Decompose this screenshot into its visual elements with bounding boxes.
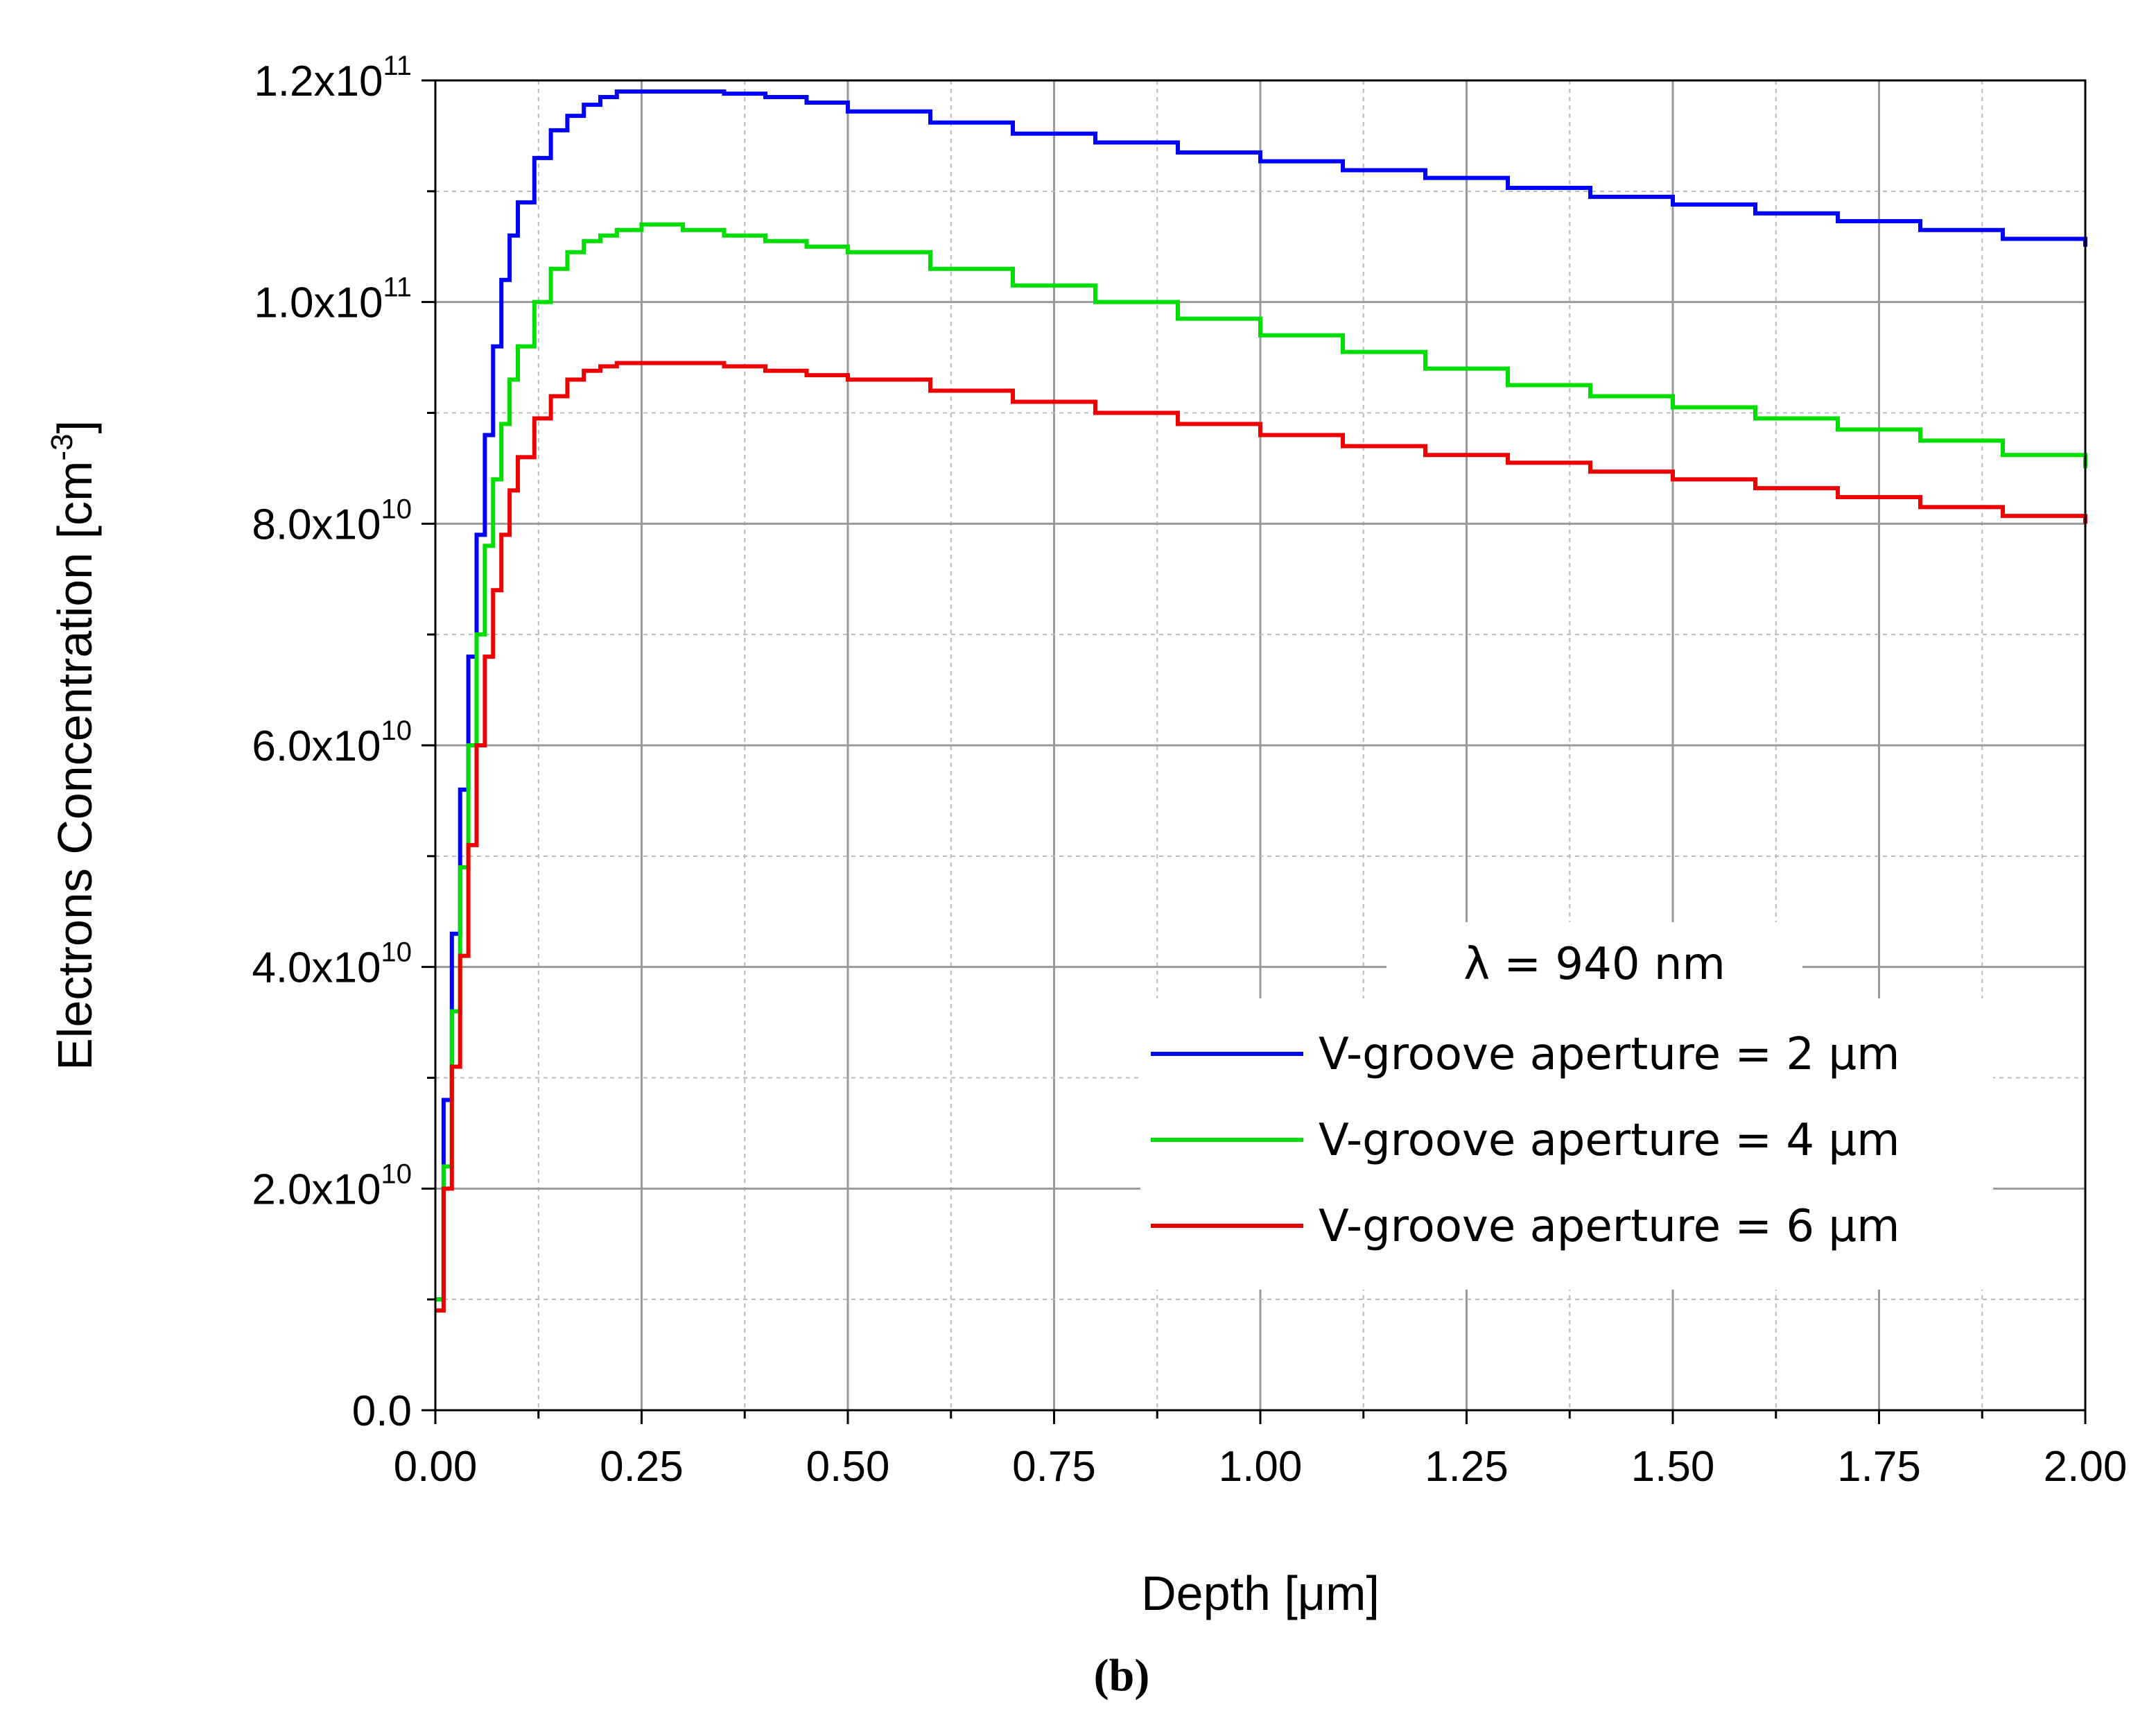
y-tick-label: 2.0x1010 xyxy=(252,1159,412,1213)
y-tick-label: 1.0x1011 xyxy=(254,272,412,327)
y-axis-title-sup: -3 xyxy=(45,434,79,461)
y-tick-label: 8.0x1010 xyxy=(252,494,412,548)
axis-ticks xyxy=(421,79,2087,1424)
series-line-1 xyxy=(435,89,2087,1302)
x-tick-label: 0.00 xyxy=(394,1443,478,1491)
x-tick-labels: 0.00 0.25 0.50 0.75 1.00 1.25 1.50 1.75 2.00 xyxy=(394,1443,2128,1491)
y-tick-label: 6.0x1010 xyxy=(252,716,412,770)
legend-title: λ = 940 nm xyxy=(1463,939,1725,990)
x-axis-title: Depth [μm] xyxy=(1141,1566,1380,1620)
x-tick-label: 1.00 xyxy=(1219,1443,1303,1491)
legend-label-1: V-groove aperture = 2 μm xyxy=(1319,1029,1899,1080)
legend-label-3: V-groove aperture = 6 μm xyxy=(1319,1201,1899,1252)
y-tick-label: 1.2x1011 xyxy=(254,51,412,105)
y-axis-title-main: Electrons Concentration [cm xyxy=(48,461,102,1070)
legend: V-groove aperture = 2 μm V-groove apertur… xyxy=(1151,1029,1899,1252)
legend-background xyxy=(1140,998,1993,1290)
series-layer xyxy=(435,89,2087,1313)
x-tick-label: 1.25 xyxy=(1425,1443,1509,1491)
x-tick-label: 1.75 xyxy=(1837,1443,1921,1491)
series-line-3 xyxy=(435,361,2087,1313)
y-axis-title: Electrons Concentration [cm-3] xyxy=(45,420,102,1070)
y-axis-title-end: ] xyxy=(48,420,102,433)
y-tick-labels: 0.0 2.0x1010 4.0x1010 6.0x1010 8.0x1010 1.0x1… xyxy=(252,51,412,1435)
series-line-2 xyxy=(435,222,2087,1302)
x-tick-label: 0.50 xyxy=(806,1443,890,1491)
x-tick-label: 0.75 xyxy=(1012,1443,1096,1491)
y-tick-label: 4.0x1010 xyxy=(252,937,412,992)
legend-title-background xyxy=(1386,922,1802,998)
x-tick-label: 0.25 xyxy=(600,1443,684,1491)
x-tick-label: 1.50 xyxy=(1631,1443,1715,1491)
figure-caption: (b) xyxy=(1094,1650,1150,1701)
y-tick-label: 0.0 xyxy=(352,1387,412,1435)
legend-label-2: V-groove aperture = 4 μm xyxy=(1319,1115,1899,1166)
x-tick-label: 2.00 xyxy=(2044,1443,2128,1491)
